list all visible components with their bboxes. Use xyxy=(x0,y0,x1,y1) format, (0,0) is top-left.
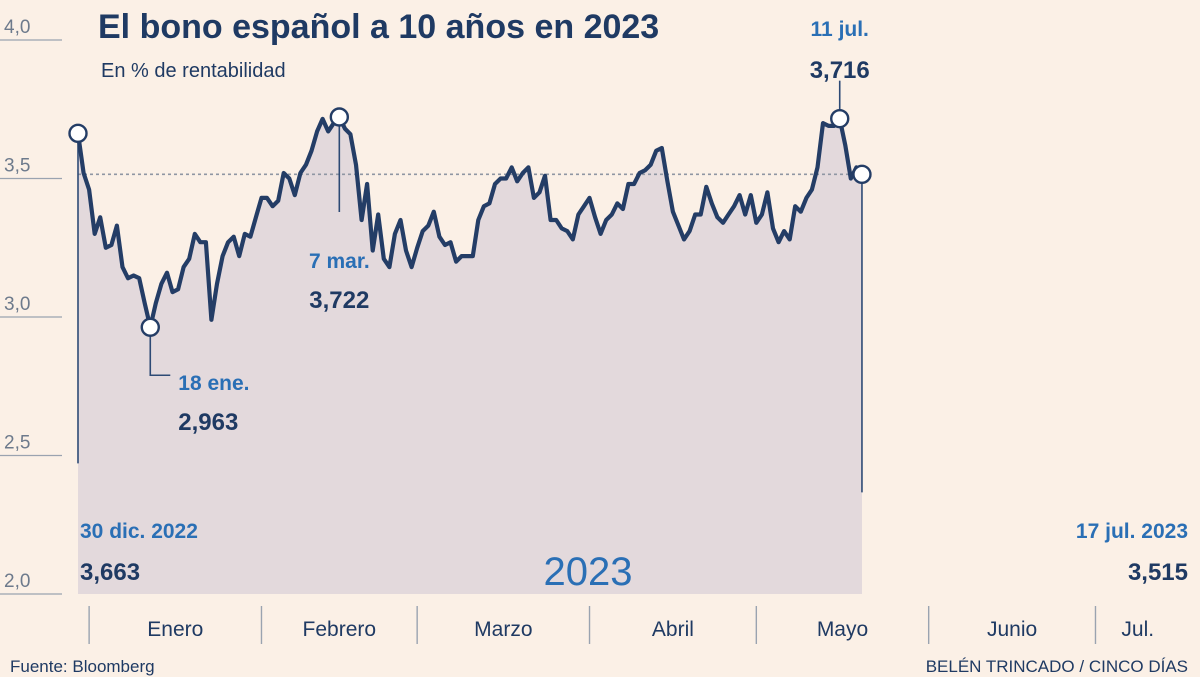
annotation-date: 18 ene. xyxy=(178,372,249,395)
chart-title: El bono español a 10 años en 2023 xyxy=(98,8,659,46)
credit-note: BELÉN TRINCADO / CINCO DÍAS xyxy=(926,657,1188,676)
annotation-points xyxy=(68,107,872,337)
annotation-labels: 30 dic. 2022 3,663 18 ene. 2,963 7 mar. 3,722… xyxy=(80,18,1188,586)
y-tick-label: 3,5 xyxy=(4,156,30,177)
month-label: Enero xyxy=(147,618,203,641)
annotation-value: 3,515 xyxy=(1128,559,1188,586)
annotation-leader xyxy=(149,327,171,377)
annotation-value: 3,663 xyxy=(80,559,140,586)
annotation-point xyxy=(140,317,160,337)
annotation-value: 2,963 xyxy=(178,409,238,436)
month-label: Junio xyxy=(987,618,1037,641)
yield-area xyxy=(78,117,862,594)
annotation-value: 3,716 xyxy=(810,57,870,84)
annotation-point xyxy=(68,123,88,144)
month-label: Febrero xyxy=(303,618,377,641)
annotation-point xyxy=(852,164,872,185)
y-axis-ticks: 2,0 2,5 3,0 3,5 4,0 xyxy=(4,17,30,592)
annotation-point xyxy=(329,107,350,127)
grid-layer xyxy=(0,39,62,595)
month-label: Mayo xyxy=(817,618,868,641)
month-label: Jul. xyxy=(1121,618,1154,641)
annotation-date: 30 dic. 2022 xyxy=(80,520,198,543)
y-tick-label: 3,0 xyxy=(4,294,30,315)
y-tick-label: 2,0 xyxy=(4,571,30,592)
x-axis-months: Enero Febrero Marzo Abril Mayo Junio Jul. xyxy=(88,606,1154,644)
yield-line xyxy=(75,114,865,330)
annotation-value: 3,722 xyxy=(309,287,369,314)
y-tick-label: 2,5 xyxy=(4,433,30,454)
annotation-date: 11 jul. xyxy=(811,18,869,41)
y-tick-label: 4,0 xyxy=(4,17,30,38)
source-note: Fuente: Bloomberg xyxy=(10,657,155,676)
annotation-point xyxy=(830,108,850,129)
month-label: Abril xyxy=(652,618,694,641)
chart-subtitle: En % de rentabilidad xyxy=(101,60,286,82)
annotation-date: 17 jul. 2023 xyxy=(1076,520,1188,543)
year-label: 2023 xyxy=(544,550,633,594)
month-label: Marzo xyxy=(474,618,532,641)
annotation-date: 7 mar. xyxy=(309,250,370,273)
